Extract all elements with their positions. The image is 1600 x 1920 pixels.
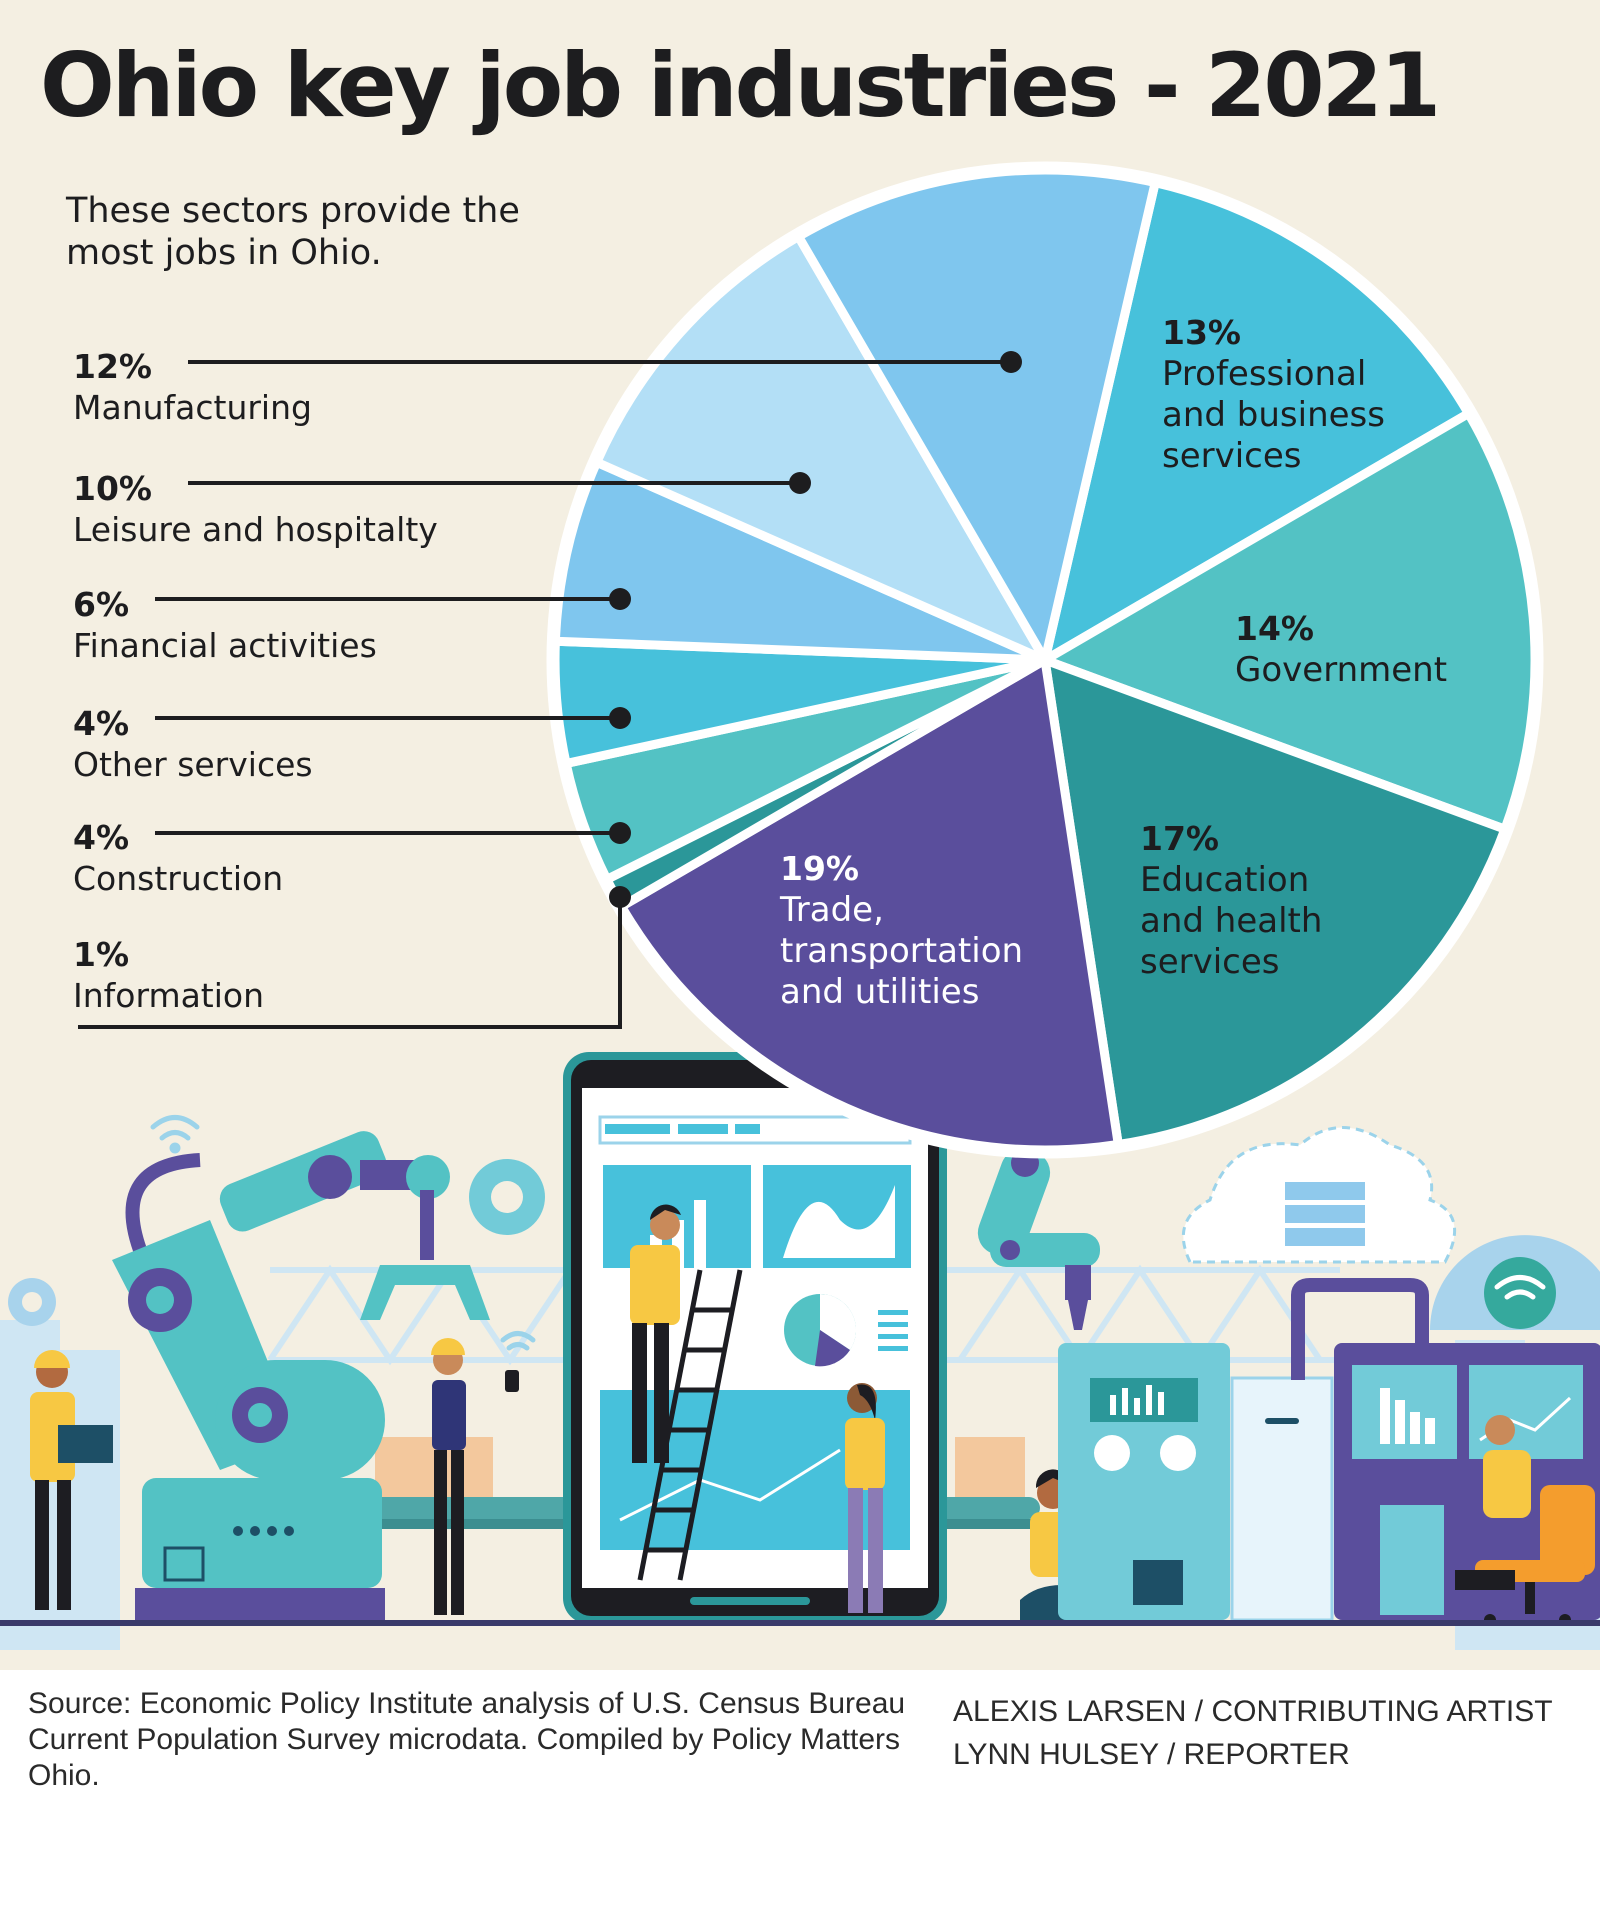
leader-line — [78, 897, 622, 1029]
legend-label: Information — [73, 976, 264, 1015]
robot-arm-icon — [112, 1131, 490, 1620]
credit-artist: ALEXIS LARSEN / CONTRIBUTING ARTIST — [953, 1695, 1553, 1728]
leader-line-manufacturing — [188, 351, 1022, 373]
leader-dot — [1000, 351, 1022, 373]
credits: ALEXIS LARSEN / CONTRIBUTING ARTIST LYNN… — [953, 1690, 1553, 1776]
leader-dot — [609, 707, 631, 729]
legend-pct: 4% — [73, 704, 129, 743]
ladder-icon — [637, 1269, 743, 1581]
worker-figure-icon — [431, 1338, 519, 1615]
pie-outline — [546, 161, 1544, 1159]
office-chair-icon — [1455, 1415, 1595, 1626]
footer: Source: Economic Policy Institute analys… — [0, 1670, 1600, 1920]
infographic-stage: Ohio key job industries - 2021 These sec… — [0, 0, 1600, 1670]
leader-dot — [609, 886, 631, 908]
pie-slices — [546, 161, 1544, 1159]
slice-label-trade-line: Trade, — [779, 890, 884, 930]
legend-label: Other services — [73, 745, 313, 784]
leader-dot — [789, 472, 811, 494]
legend-item-construction: 4%Construction — [73, 818, 283, 898]
legend-item-information: 1%Information — [73, 935, 264, 1015]
leader-line-information — [78, 886, 631, 1029]
robot-arm-icon — [977, 1148, 1100, 1330]
leader-dot — [609, 822, 631, 844]
legend-label: Financial activities — [73, 626, 377, 665]
control-panel-icon — [1058, 1343, 1334, 1622]
slice-label-education-line: and health — [1140, 901, 1322, 941]
legend-label: Construction — [73, 859, 283, 898]
legend-item-financial-activities: 6%Financial activities — [73, 585, 377, 665]
slice-label-professional-line: services — [1162, 436, 1302, 476]
slice-label-trade-line: and utilities — [780, 972, 979, 1012]
slice-label-government-line: Government — [1235, 650, 1447, 690]
slice-label-education-line: services — [1140, 942, 1280, 982]
legend-label: Manufacturing — [73, 388, 312, 427]
slice-label-professional-line: and business — [1162, 395, 1385, 435]
leader-line-construction — [155, 822, 631, 844]
chart-subtitle: These sectors provide the most jobs in O… — [66, 191, 520, 273]
slice-label-trade-line: transportation — [780, 931, 1023, 971]
legend-pct: 1% — [73, 935, 129, 974]
legend-leader-lines — [78, 351, 1022, 1029]
leader-line-other-services — [155, 707, 631, 729]
legend-item-manufacturing: 12%Manufacturing — [73, 347, 312, 427]
industry-illustration — [0, 1052, 1600, 1650]
slice-label-professional-line: Professional — [1162, 354, 1366, 394]
leader-dot — [609, 588, 631, 610]
legend-pct: 6% — [73, 585, 129, 624]
worker-figure-icon — [845, 1383, 885, 1613]
cloud-server-icon — [1181, 1126, 1457, 1264]
slice-label-trade-pct: 19% — [780, 849, 859, 888]
credit-reporter: LYNN HULSEY / REPORTER — [953, 1738, 1350, 1771]
legend-item-other-services: 4%Other services — [73, 704, 313, 784]
slice-label-professional-pct: 13% — [1162, 313, 1241, 352]
leader-line-leisure-and-hospitalty — [188, 472, 811, 494]
ground-line — [0, 1620, 1600, 1626]
worker-figure-icon — [30, 1350, 113, 1610]
wifi-icon — [150, 1115, 1546, 1351]
leader-line-financial-activities — [155, 588, 631, 610]
page-title: Ohio key job industries - 2021 — [40, 34, 1441, 137]
legend-pct: 12% — [73, 347, 152, 386]
pipe-machine-icon — [1291, 1278, 1600, 1620]
legend-pct: 4% — [73, 818, 129, 857]
tablet-dashboard-icon — [563, 1052, 947, 1624]
slice-label-education-pct: 17% — [1140, 819, 1219, 858]
slice-label-government-pct: 14% — [1235, 609, 1314, 648]
pie-legend: 12%Manufacturing 10%Leisure and hospitalt… — [73, 347, 438, 1015]
worker-figure-icon — [630, 1204, 681, 1463]
source-note: Source: Economic Policy Institute analys… — [28, 1687, 906, 1792]
legend-pct: 10% — [73, 469, 152, 508]
legend-item-leisure-and-hospitalty: 10%Leisure and hospitalty — [73, 469, 438, 549]
slice-label-government: 14%Government — [1235, 609, 1447, 690]
slice-label-education-line: Education — [1140, 860, 1309, 900]
legend-label: Leisure and hospitalty — [73, 510, 438, 549]
